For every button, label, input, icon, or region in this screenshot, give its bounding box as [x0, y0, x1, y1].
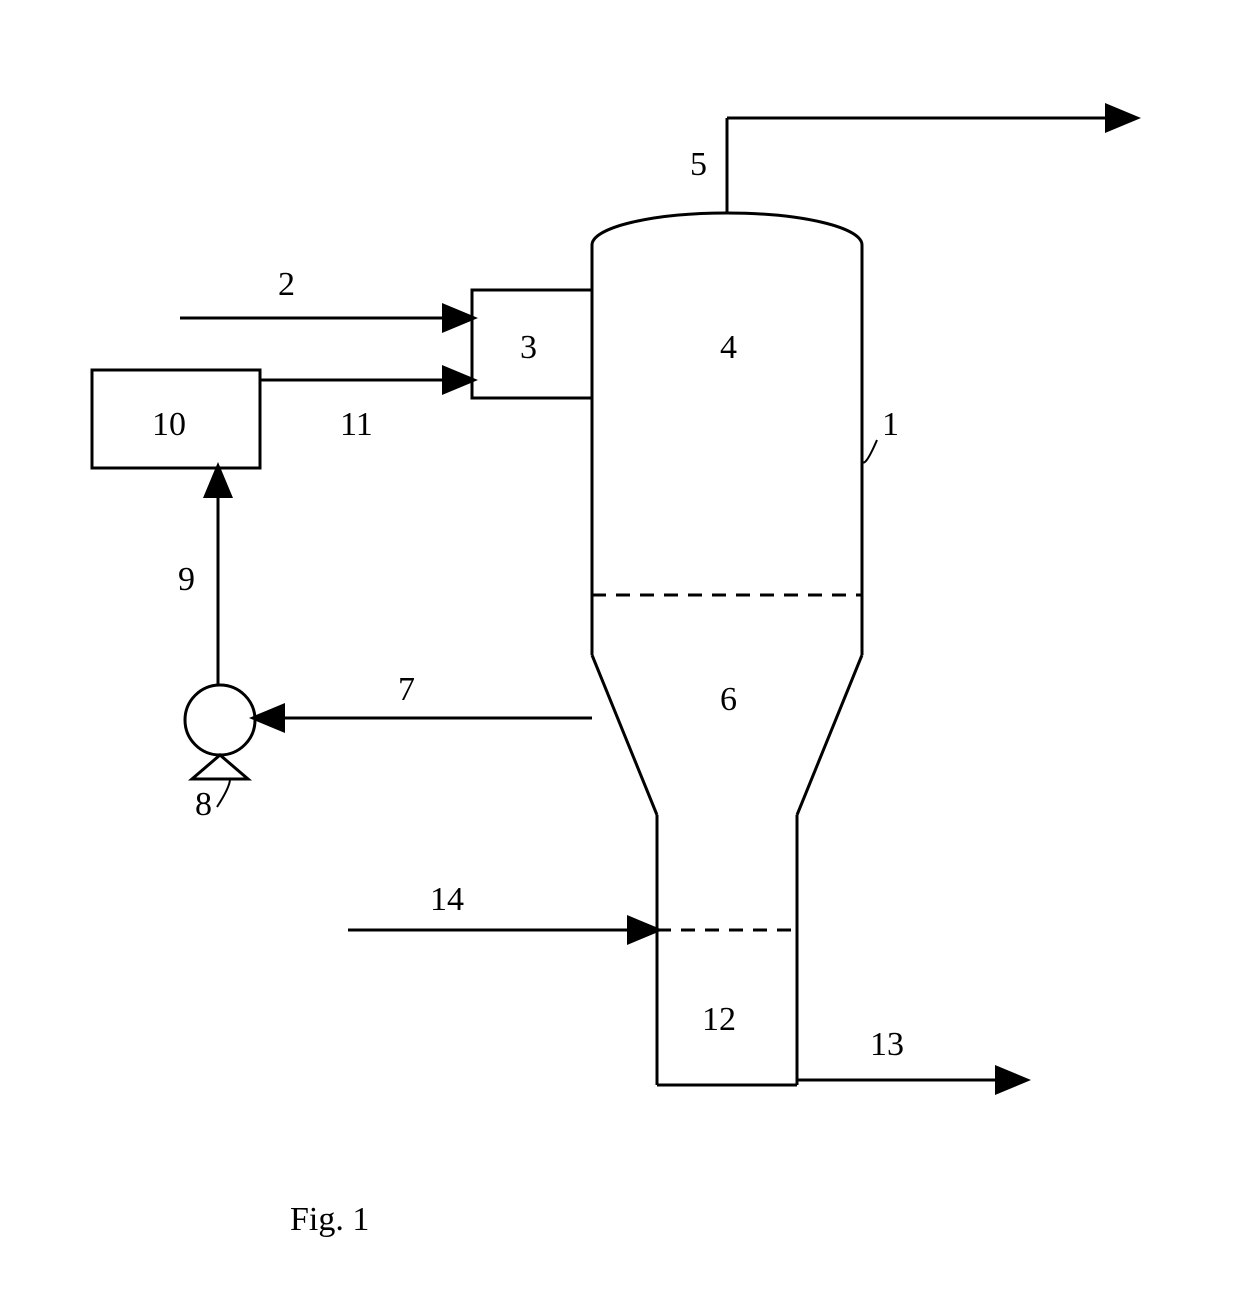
label-4: 4: [720, 329, 737, 366]
label-1: 1: [882, 406, 899, 443]
label-5: 5: [690, 146, 707, 183]
label-7: 7: [398, 671, 415, 708]
label-9: 9: [178, 561, 195, 598]
label-14: 14: [430, 881, 464, 918]
label-11: 11: [340, 406, 373, 443]
label-3: 3: [520, 329, 537, 366]
taper-right: [797, 655, 862, 815]
pointer-8: [217, 779, 230, 807]
label-6: 6: [720, 681, 737, 718]
label-2: 2: [278, 266, 295, 303]
pump-circle: [185, 685, 255, 755]
pointer-1: [862, 440, 877, 463]
label-8: 8: [195, 786, 212, 823]
pump-base: [192, 755, 248, 779]
reactor-dome: [592, 213, 862, 245]
figure-caption: Fig. 1: [290, 1201, 369, 1238]
label-13: 13: [870, 1026, 904, 1063]
process-diagram: 1234567891011121314Fig. 1: [0, 0, 1244, 1299]
taper-left: [592, 655, 657, 815]
label-10: 10: [152, 406, 186, 443]
label-12: 12: [702, 1001, 736, 1038]
